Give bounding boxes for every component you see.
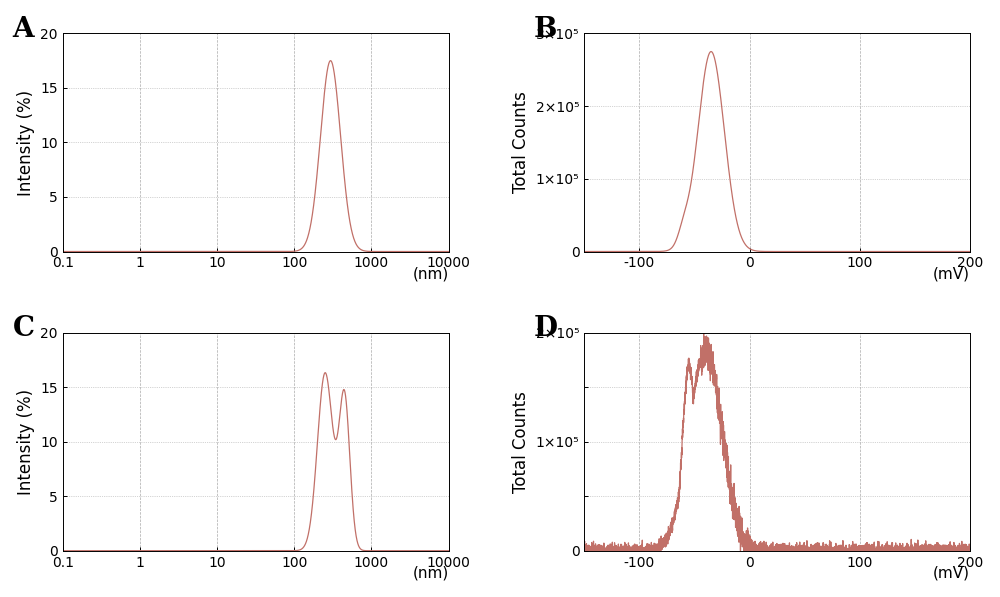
Text: (mV): (mV)	[933, 566, 970, 581]
Y-axis label: Intensity (%): Intensity (%)	[17, 389, 35, 495]
Text: (nm): (nm)	[412, 267, 449, 282]
Text: (nm): (nm)	[412, 566, 449, 581]
Text: C: C	[13, 315, 35, 342]
Y-axis label: Total Counts: Total Counts	[512, 390, 530, 493]
Y-axis label: Intensity (%): Intensity (%)	[17, 90, 35, 195]
Y-axis label: Total Counts: Total Counts	[512, 91, 530, 193]
Text: A: A	[13, 16, 34, 43]
Text: (mV): (mV)	[933, 267, 970, 282]
Text: B: B	[534, 16, 557, 43]
Text: D: D	[534, 315, 558, 342]
